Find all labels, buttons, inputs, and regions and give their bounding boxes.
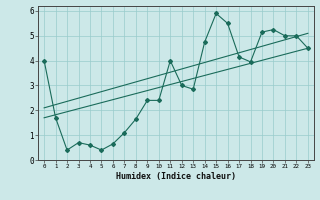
X-axis label: Humidex (Indice chaleur): Humidex (Indice chaleur) xyxy=(116,172,236,181)
